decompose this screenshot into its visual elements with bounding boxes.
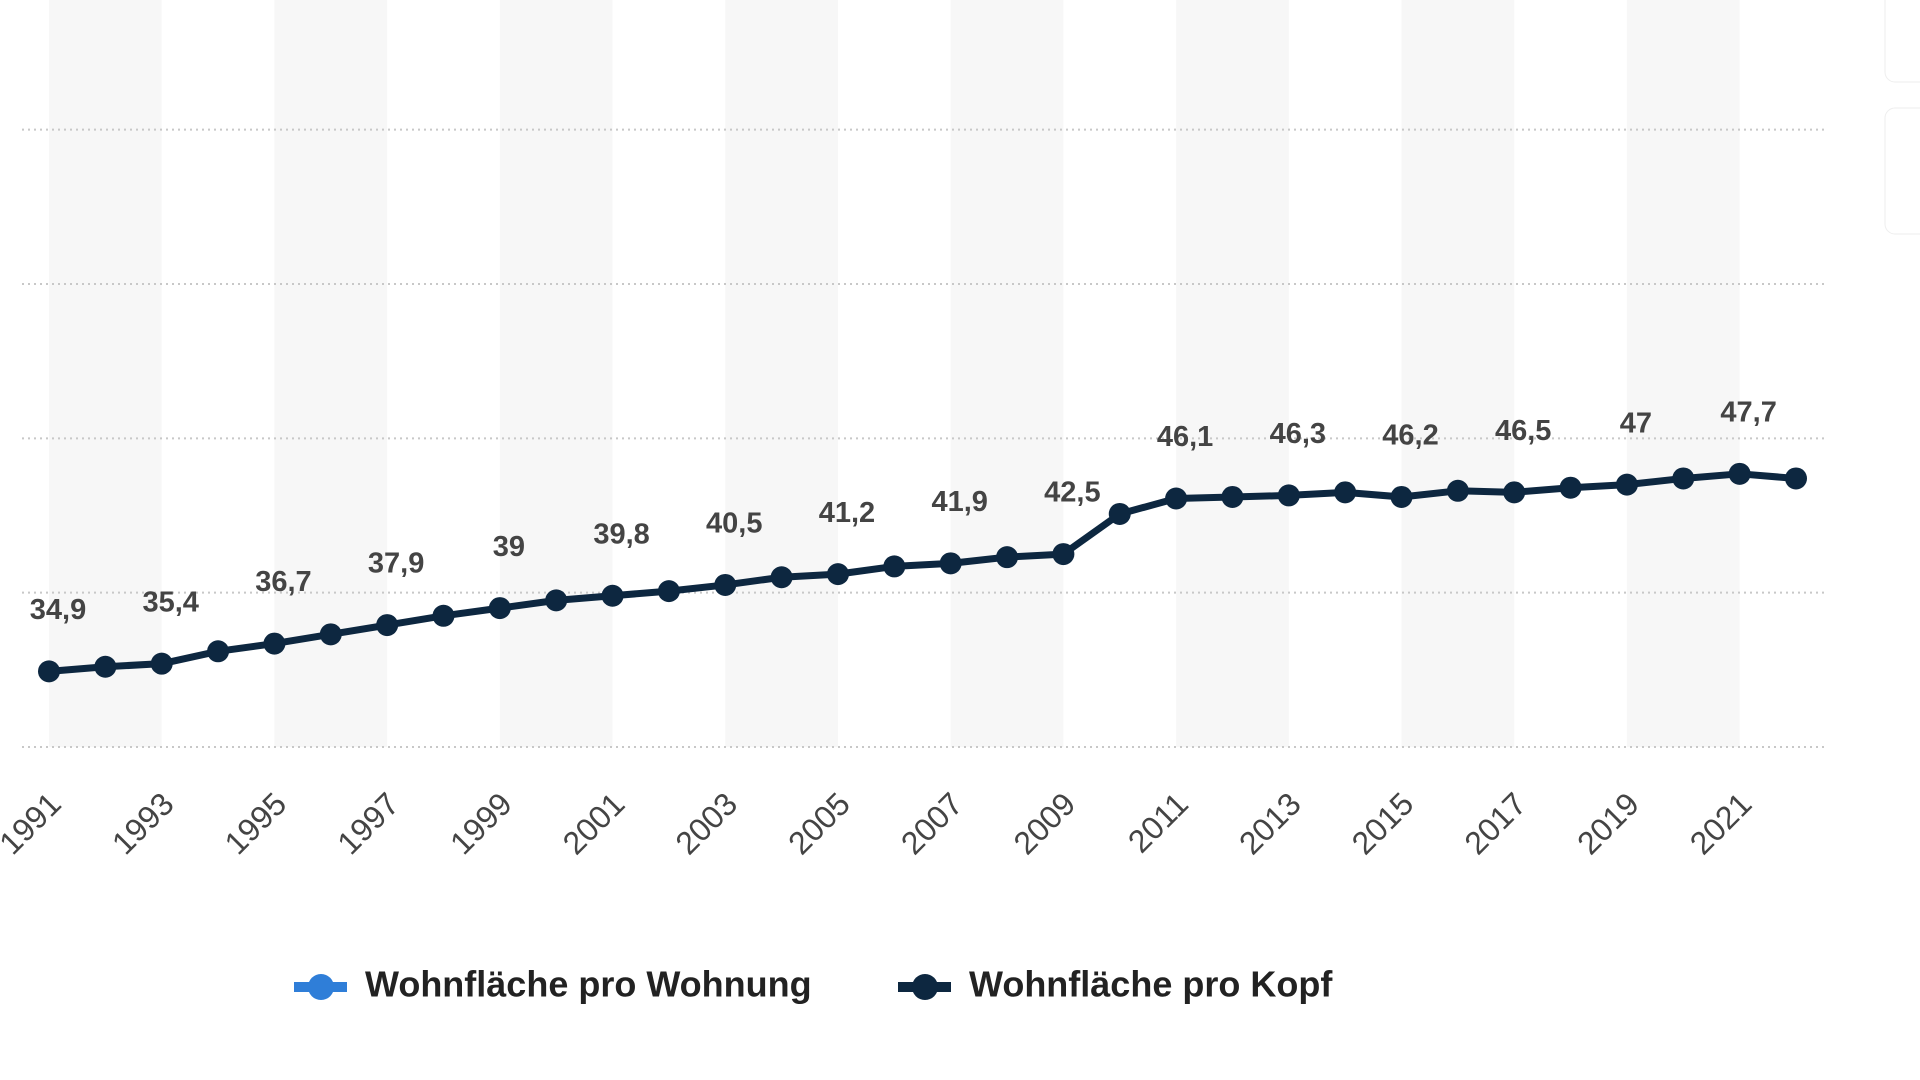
background-band	[274, 0, 388, 747]
data-label: 37,9	[368, 548, 424, 580]
data-point	[207, 640, 230, 663]
x-tick-label: 2007	[894, 785, 970, 861]
band-layer	[49, 0, 1740, 747]
data-label: 42,5	[1044, 477, 1100, 509]
data-point	[1728, 462, 1751, 485]
data-label: 41,9	[931, 486, 987, 518]
data-point	[1221, 485, 1244, 508]
data-point	[1390, 485, 1413, 508]
data-label: 39,8	[593, 518, 649, 550]
x-tick-label: 1999	[443, 785, 519, 861]
data-point	[1334, 481, 1357, 504]
data-label: 36,7	[255, 566, 311, 598]
data-point	[770, 566, 793, 589]
legend-swatch-dot	[912, 974, 938, 1000]
data-point	[1165, 487, 1188, 510]
legend-swatch-dot	[308, 974, 334, 1000]
data-point	[1559, 476, 1582, 499]
data-point	[94, 655, 117, 678]
data-point	[1615, 473, 1638, 496]
data-point	[1785, 467, 1807, 490]
data-point	[939, 552, 962, 575]
x-tick-label: 2013	[1232, 785, 1308, 861]
data-point	[657, 580, 680, 603]
x-tick-label: 2019	[1570, 785, 1646, 861]
x-tick-label: 2021	[1683, 785, 1759, 861]
data-label: 40,5	[706, 508, 762, 540]
data-point	[1503, 481, 1526, 504]
x-tick-label: 2003	[668, 785, 744, 861]
data-label: 39	[493, 531, 525, 563]
data-point	[996, 546, 1019, 569]
data-label: 46,3	[1270, 418, 1326, 450]
data-point	[601, 584, 624, 607]
data-point	[1108, 502, 1131, 525]
data-point	[38, 660, 60, 683]
data-point	[488, 597, 511, 620]
data-label: 35,4	[142, 586, 198, 618]
data-point	[1277, 484, 1300, 507]
data-label: 46,2	[1382, 420, 1438, 452]
data-point	[883, 555, 906, 578]
legend-label: Wohnfläche pro Kopf	[969, 964, 1333, 1005]
data-point	[319, 623, 342, 646]
data-point	[432, 604, 455, 627]
x-tick-label: 2005	[781, 785, 857, 861]
x-tick-label: 1991	[0, 785, 68, 861]
data-label: 47,7	[1720, 396, 1776, 428]
x-tick-label: 1993	[105, 785, 181, 861]
data-label: 47	[1620, 407, 1652, 439]
background-band	[1626, 0, 1740, 747]
x-tick-label: 1997	[330, 785, 406, 861]
data-point	[714, 573, 737, 596]
side-card	[1884, 107, 1920, 235]
x-tick-label: 2015	[1345, 785, 1421, 861]
background-band	[950, 0, 1064, 747]
data-point	[376, 614, 399, 637]
data-point	[1446, 479, 1469, 502]
data-point	[826, 563, 849, 586]
data-point	[150, 652, 173, 675]
x-tick-label: 1995	[218, 785, 294, 861]
data-point	[263, 632, 286, 655]
background-band	[499, 0, 613, 747]
x-tick-label: 2009	[1007, 785, 1083, 861]
data-label: 46,5	[1495, 415, 1551, 447]
background-band	[49, 0, 162, 747]
data-point	[1672, 467, 1695, 490]
data-point	[545, 589, 568, 612]
data-point	[1052, 543, 1075, 566]
background-band	[1401, 0, 1515, 747]
x-tick-label: 2011	[1121, 785, 1195, 859]
x-tick-label: 2001	[556, 785, 632, 861]
data-label: 34,9	[30, 594, 86, 626]
side-card	[1884, 0, 1920, 83]
data-label: 41,2	[819, 497, 875, 529]
background-band	[725, 0, 838, 747]
legend-label: Wohnfläche pro Wohnung	[365, 964, 812, 1005]
data-label: 46,1	[1157, 421, 1213, 453]
background-band	[1176, 0, 1289, 747]
x-tick-label: 2017	[1457, 785, 1533, 861]
